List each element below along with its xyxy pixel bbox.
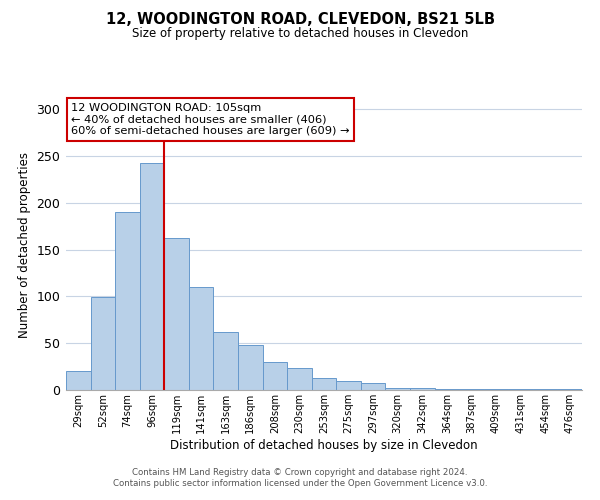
Bar xyxy=(140,162,164,390)
Bar xyxy=(459,389,484,390)
Bar xyxy=(115,212,140,390)
Y-axis label: Number of detached properties: Number of detached properties xyxy=(18,152,31,338)
Bar xyxy=(164,238,189,390)
Bar xyxy=(287,368,312,390)
Bar xyxy=(434,389,459,390)
Text: Size of property relative to detached houses in Clevedon: Size of property relative to detached ho… xyxy=(132,28,468,40)
Bar xyxy=(533,389,557,390)
X-axis label: Distribution of detached houses by size in Clevedon: Distribution of detached houses by size … xyxy=(170,438,478,452)
Bar xyxy=(557,389,582,390)
Bar xyxy=(508,389,533,390)
Bar xyxy=(361,384,385,390)
Bar xyxy=(385,388,410,390)
Bar xyxy=(189,287,214,390)
Bar xyxy=(91,298,115,390)
Bar xyxy=(336,380,361,390)
Bar xyxy=(238,345,263,390)
Text: Contains HM Land Registry data © Crown copyright and database right 2024.
Contai: Contains HM Land Registry data © Crown c… xyxy=(113,468,487,487)
Bar xyxy=(66,372,91,390)
Bar xyxy=(214,332,238,390)
Bar xyxy=(312,378,336,390)
Bar xyxy=(263,362,287,390)
Bar xyxy=(410,388,434,390)
Text: 12, WOODINGTON ROAD, CLEVEDON, BS21 5LB: 12, WOODINGTON ROAD, CLEVEDON, BS21 5LB xyxy=(106,12,494,28)
Text: 12 WOODINGTON ROAD: 105sqm
← 40% of detached houses are smaller (406)
60% of sem: 12 WOODINGTON ROAD: 105sqm ← 40% of deta… xyxy=(71,103,350,136)
Bar xyxy=(484,389,508,390)
